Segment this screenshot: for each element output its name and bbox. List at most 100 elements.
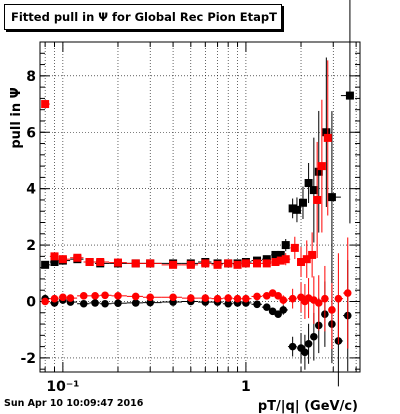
data-point-circle — [233, 294, 242, 303]
data-point-circle — [224, 294, 232, 302]
data-point-square — [314, 167, 323, 176]
data-point-square — [327, 193, 336, 202]
grid-layer — [40, 42, 360, 372]
data-point-square — [313, 195, 322, 204]
data-point-circle — [310, 332, 318, 341]
data-point-circle — [279, 306, 288, 314]
data-point-circle — [224, 299, 232, 308]
data-point-circle — [50, 294, 59, 303]
data-point-square — [113, 258, 122, 267]
data-point-square — [271, 250, 280, 259]
data-point-circle — [131, 299, 140, 307]
data-point-circle — [114, 299, 122, 307]
data-point-circle — [146, 293, 155, 302]
data-point-circle — [91, 299, 99, 307]
data-point-square — [304, 179, 313, 188]
data-point-circle — [66, 294, 75, 302]
data-point-square — [302, 255, 311, 264]
data-point-square — [262, 259, 271, 268]
data-point-square — [281, 241, 290, 250]
data-point-square — [186, 260, 195, 269]
data-point-square — [233, 260, 242, 269]
data-point-square — [276, 250, 285, 259]
y-tick-label: 4 — [26, 182, 36, 198]
data-point-circle — [146, 298, 155, 307]
axis-layer: -2 0 2 4 6 8 10⁻¹ 1 — [20, 42, 360, 395]
data-point-circle — [288, 294, 297, 303]
data-point-square — [345, 91, 354, 100]
y-axis-label: pull in Ψ — [9, 87, 24, 148]
data-point-square — [169, 260, 178, 269]
data-point-square — [308, 250, 317, 259]
data-point-square — [224, 259, 233, 268]
series-3 — [41, 60, 332, 278]
data-point-circle — [288, 342, 297, 351]
data-point-square — [241, 259, 250, 268]
x-axis-label: pT/|q| (GeV/c) — [258, 399, 358, 414]
data-point-circle — [279, 296, 288, 304]
data-point-circle — [253, 292, 261, 301]
data-point-square — [322, 128, 331, 137]
data-point-circle — [59, 293, 67, 302]
x-tick-label: 1 — [241, 379, 251, 395]
x-tick-label: 10⁻¹ — [46, 379, 79, 395]
y-tick-label: 6 — [26, 125, 36, 141]
footer-datetime: Sun Apr 10 10:09:47 2016 — [4, 398, 144, 409]
data-point-square — [73, 253, 82, 262]
data-point-circle — [321, 294, 329, 303]
data-point-circle — [91, 292, 99, 300]
data-point-circle — [274, 292, 282, 300]
data-point-square — [281, 255, 290, 264]
data-point-square — [41, 100, 50, 109]
data-point-circle — [169, 293, 177, 302]
data-point-circle — [301, 348, 309, 357]
data-point-circle — [201, 294, 210, 302]
data-point-square — [146, 259, 155, 268]
y-tick-label: 2 — [26, 238, 36, 254]
y-tick-label: 0 — [26, 294, 36, 310]
data-point-circle — [79, 292, 88, 300]
data-point-square — [85, 258, 94, 266]
data-point-square — [309, 186, 318, 195]
data-point-circle — [41, 297, 49, 306]
data-point-circle — [274, 310, 282, 318]
data-point-square — [292, 205, 301, 214]
data-point-square — [213, 260, 222, 269]
data-point-circle — [343, 289, 352, 297]
y-tick-label: -2 — [20, 351, 36, 367]
data-point-circle — [213, 294, 222, 303]
data-point-circle — [304, 339, 313, 348]
y-tick-label: 8 — [26, 69, 36, 85]
data-point-square — [276, 256, 285, 265]
data-point-circle — [262, 303, 271, 311]
data-point-square — [58, 255, 67, 264]
data-point-square — [96, 258, 105, 266]
data-point-circle — [334, 294, 343, 303]
plot-frame — [39, 41, 361, 373]
data-point-circle — [253, 300, 261, 309]
series-1 — [41, 237, 352, 350]
data-point-circle — [114, 292, 122, 300]
data-layer — [41, 0, 354, 387]
data-point-square — [201, 259, 210, 268]
chart-title: Fitted pull in Ψ for Global Rec Pion Eta… — [4, 4, 282, 30]
data-point-square — [253, 259, 262, 268]
data-point-square — [131, 259, 140, 268]
data-point-square — [288, 204, 297, 213]
data-point-square — [50, 252, 59, 261]
data-point-circle — [187, 294, 195, 302]
data-point-circle — [131, 292, 140, 301]
data-point-circle — [101, 299, 109, 308]
data-point-square — [298, 198, 307, 207]
data-point-circle — [314, 299, 323, 307]
data-point-square — [290, 243, 299, 252]
data-point-circle — [328, 306, 336, 314]
data-point-circle — [262, 292, 271, 300]
data-point-circle — [79, 299, 88, 308]
data-point-circle — [242, 294, 250, 303]
data-point-square — [317, 162, 326, 171]
series-0 — [41, 260, 352, 387]
data-point-square — [323, 133, 332, 142]
